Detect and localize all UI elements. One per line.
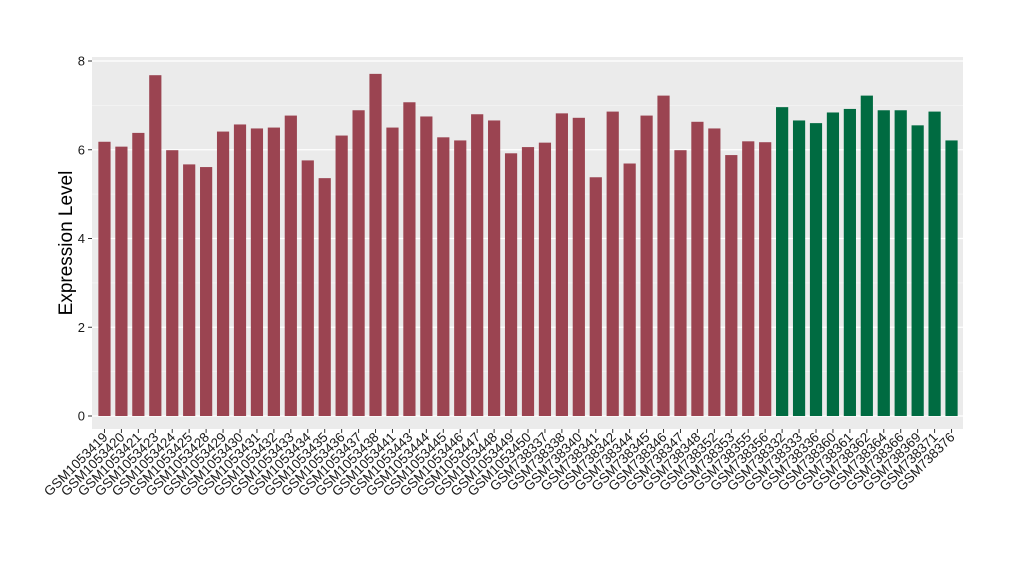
y-tick-label: 4	[78, 231, 85, 246]
bar-GSM1053420	[115, 146, 128, 416]
y-axis: 0 2 4 6 8	[78, 54, 92, 424]
bar-GSM1053449	[504, 153, 518, 417]
bar-GSM1053419	[98, 141, 111, 416]
bar-GSM1053434	[301, 160, 314, 416]
bar-GSM738366	[894, 110, 907, 416]
bar-GSM738369	[911, 125, 924, 416]
bar-GSM738336	[809, 123, 823, 417]
bar-GSM738341	[589, 177, 602, 416]
bar-GSM1053445	[437, 137, 450, 416]
bar-GSM738376	[945, 140, 958, 416]
bar-GSM1053438	[369, 73, 382, 417]
bar-GSM738371	[928, 111, 941, 416]
bar-GSM1053425	[183, 164, 196, 416]
bar-GSM1053441	[386, 127, 399, 416]
bar-GSM1053430	[233, 124, 247, 417]
y-tick-label: 8	[78, 54, 85, 69]
bar-GSM738338	[555, 113, 568, 417]
bar-GSM1053433	[284, 115, 297, 416]
bar-GSM1053450	[521, 147, 535, 416]
bar-GSM1053437	[352, 110, 365, 416]
bar-GSM1053436	[335, 135, 348, 417]
bar-GSM1053444	[420, 116, 433, 416]
bar-GSM738332	[776, 107, 789, 417]
bar-GSM1053431	[250, 128, 264, 416]
bar-GSM1053447	[471, 114, 484, 416]
bar-GSM1053446	[454, 140, 467, 416]
bar-GSM738346	[657, 95, 670, 417]
bar-GSM738337	[538, 142, 552, 416]
bar-GSM738353	[725, 155, 738, 416]
bar-GSM738344	[623, 163, 636, 416]
y-axis-title: Expression Level	[56, 171, 77, 316]
bar-GSM738352	[708, 128, 721, 416]
bar-GSM738347	[674, 150, 687, 416]
bar-GSM738333	[792, 120, 806, 417]
bar-GSM1053424	[166, 150, 179, 416]
bar-GSM738355	[742, 141, 755, 416]
bar-GSM738345	[640, 115, 653, 416]
bars	[98, 73, 958, 417]
bar-GSM738340	[572, 117, 585, 417]
bar-GSM1053443	[403, 102, 416, 417]
y-tick-label: 2	[78, 320, 85, 335]
bar-GSM1053423	[149, 75, 162, 416]
x-axis: GSM1053419GSM1053420GSM1053421GSM1053423…	[41, 429, 958, 499]
bar-GSM1053448	[488, 120, 501, 417]
bar-GSM1053429	[216, 131, 230, 416]
bar-GSM738362	[860, 95, 873, 417]
bar-GSM738342	[606, 111, 619, 416]
bar-GSM738360	[826, 112, 840, 416]
bar-GSM1053421	[132, 132, 145, 416]
bar-GSM1053435	[318, 178, 331, 416]
y-tick-label: 0	[78, 409, 85, 424]
bar-GSM738361	[843, 108, 856, 417]
bar-GSM1053428	[200, 167, 213, 416]
bar-GSM738348	[691, 121, 704, 416]
bar-GSM738356	[759, 142, 772, 416]
bar-GSM1053432	[267, 127, 280, 416]
bar-GSM738364	[877, 110, 890, 416]
y-tick-label: 6	[78, 142, 85, 157]
